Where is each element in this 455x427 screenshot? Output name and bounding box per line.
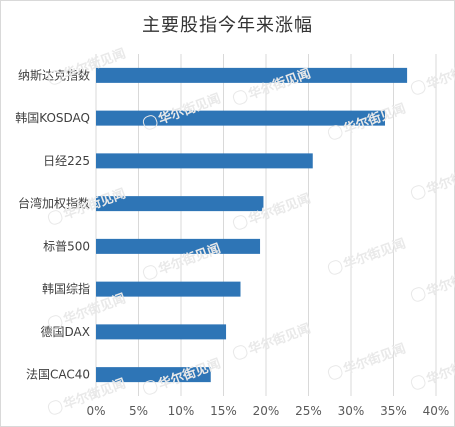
x-tick-label: 5%: [129, 404, 148, 418]
x-tick-label: 30%: [338, 404, 365, 418]
category-label: 韩国综指: [42, 281, 90, 296]
bar: [96, 281, 241, 297]
bar: [96, 67, 408, 83]
category-label: 日经225: [43, 154, 90, 168]
category-label: 台湾加权指数: [18, 196, 90, 211]
bar: [96, 367, 211, 383]
chart-title: 主要股指今年来涨幅: [142, 15, 313, 36]
x-tick-label: 0%: [86, 404, 105, 418]
x-tick-label: 35%: [380, 404, 407, 418]
category-label: 标普500: [43, 239, 90, 253]
bar: [96, 324, 227, 340]
bar: [96, 238, 261, 254]
category-label: 纳斯达克指数: [18, 67, 90, 82]
x-tick-label: 40%: [423, 404, 450, 418]
bar: [96, 196, 264, 212]
bar: [96, 153, 313, 169]
bar: [96, 110, 385, 126]
category-label: 法国CAC40: [26, 368, 90, 382]
category-label: 韩国KOSDAQ: [15, 110, 90, 125]
x-tick-label: 15%: [210, 404, 237, 418]
x-tick-label: 25%: [295, 404, 322, 418]
category-label: 德国DAX: [41, 324, 90, 339]
x-tick-label: 20%: [253, 404, 280, 418]
x-tick-label: 10%: [168, 404, 195, 418]
